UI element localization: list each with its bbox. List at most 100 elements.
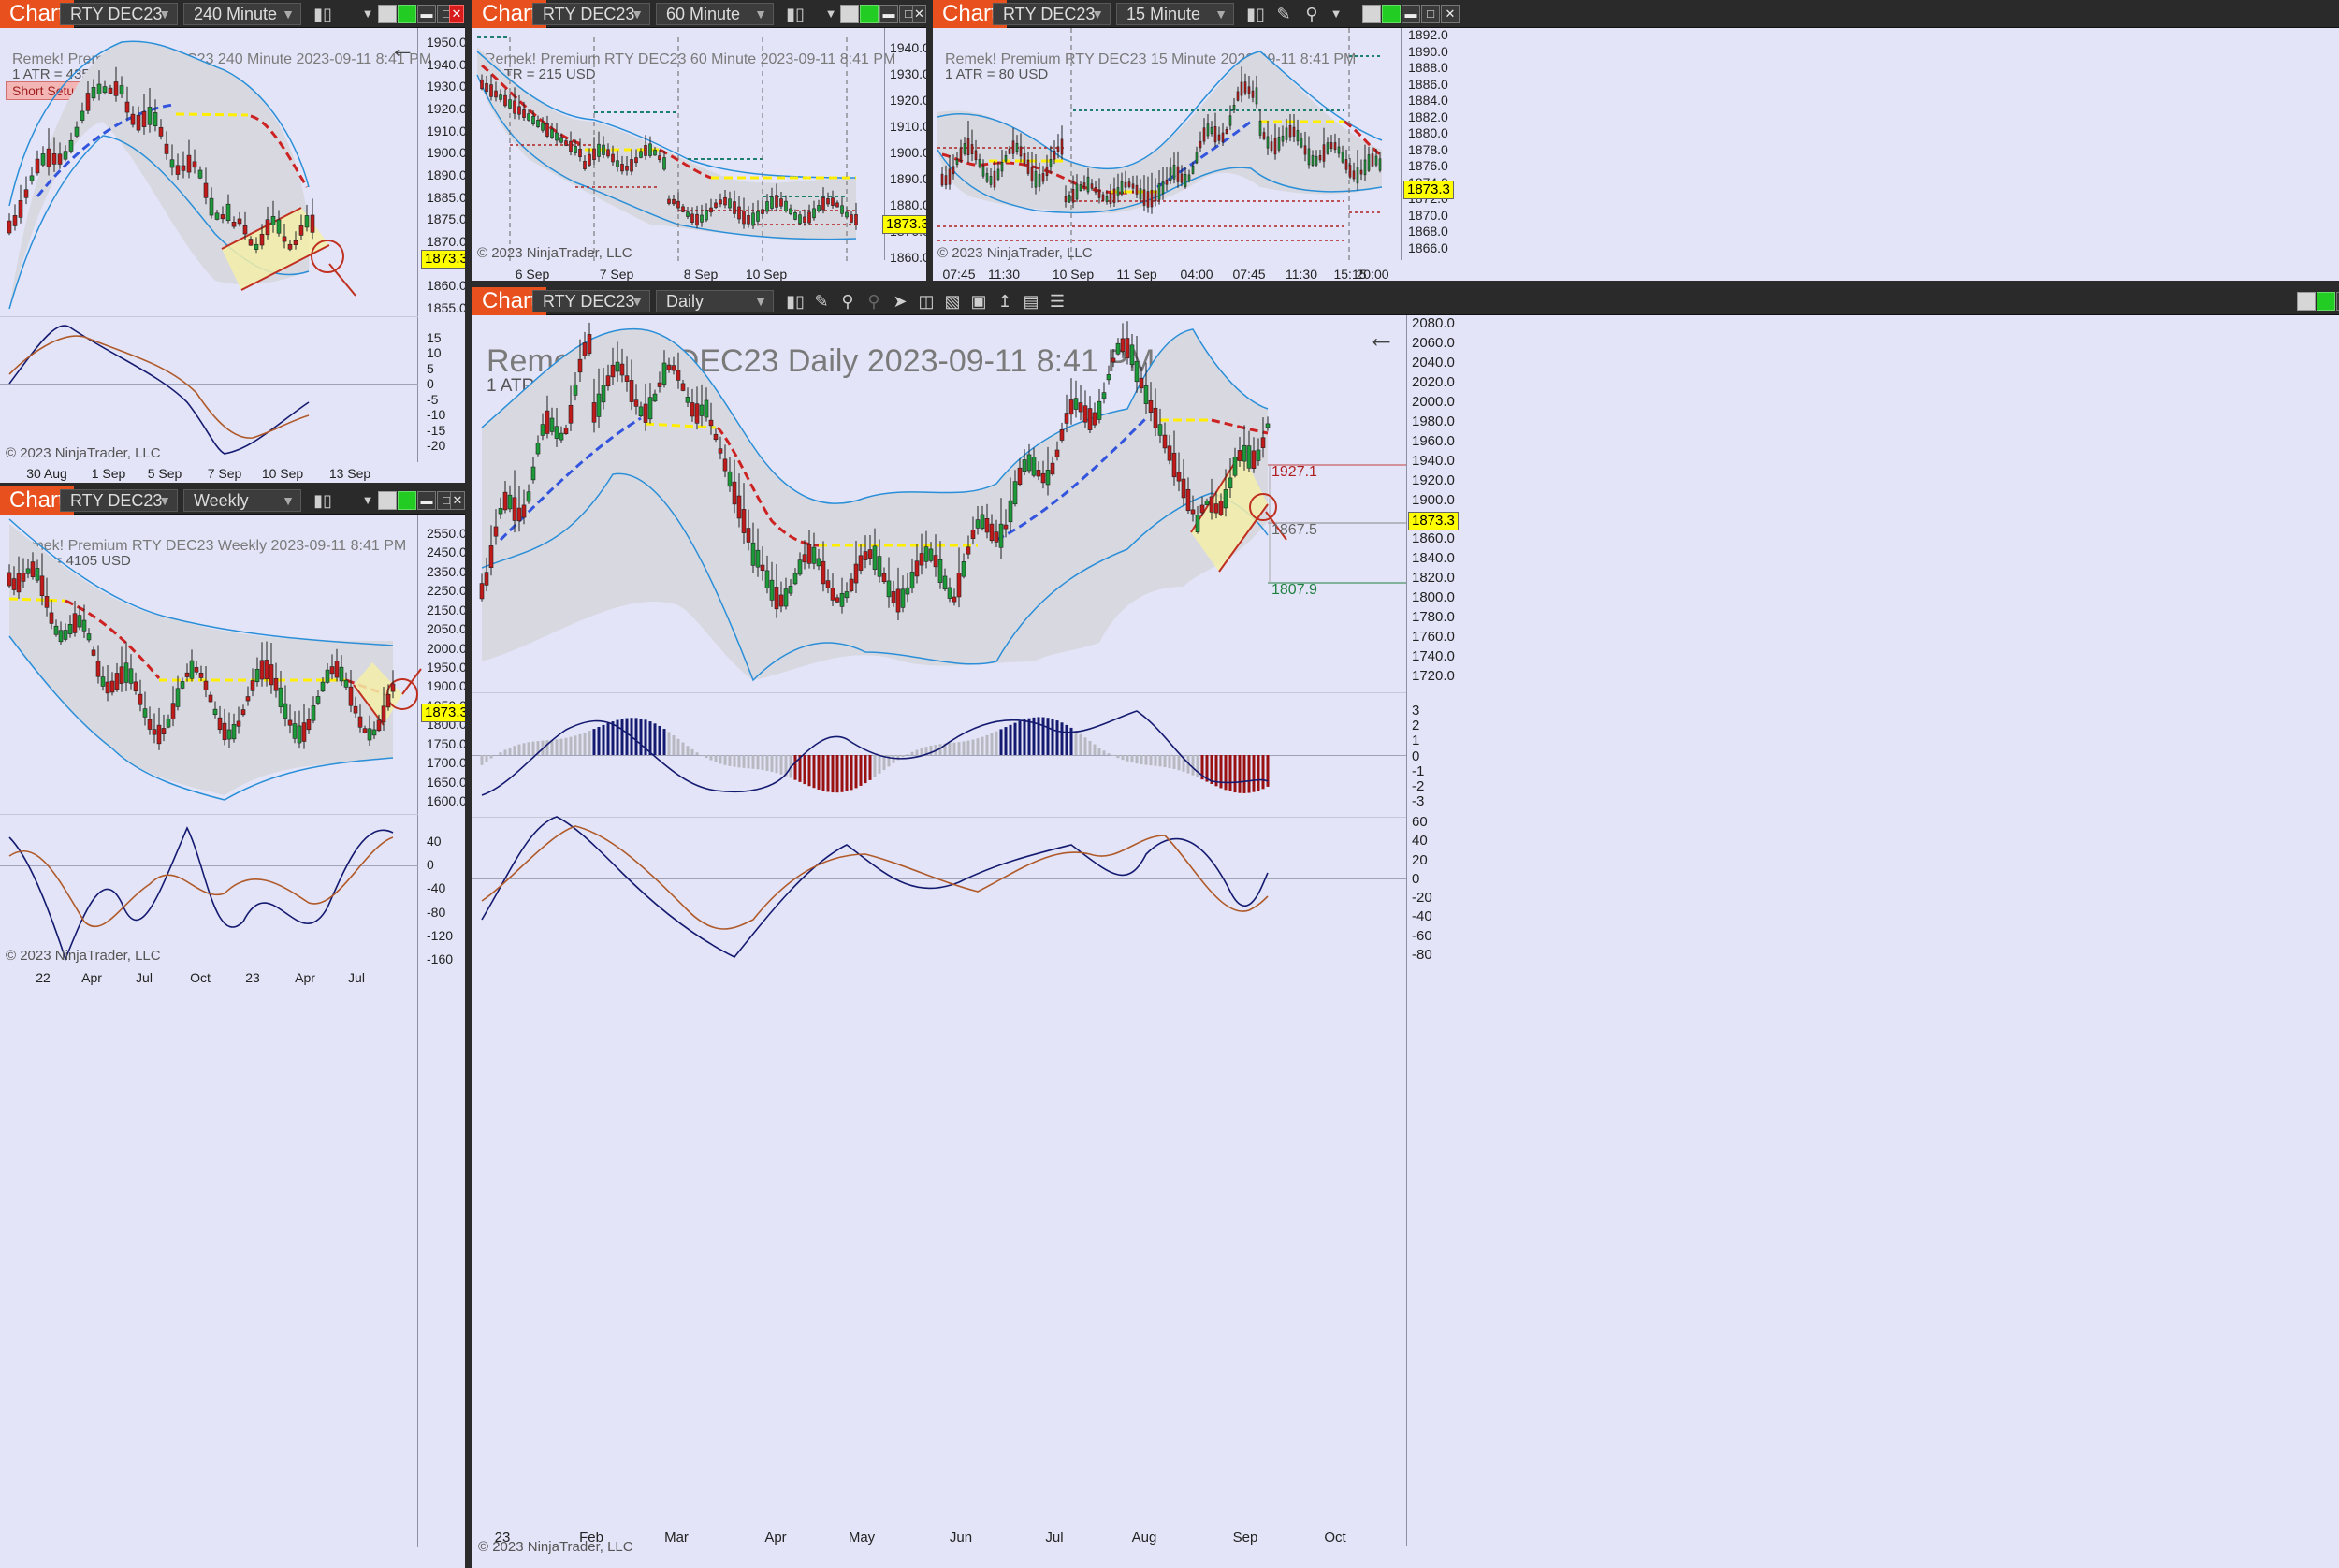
interval-selector[interactable]: Daily ▼: [656, 290, 774, 312]
indicators-icon[interactable]: ▧: [944, 292, 961, 311]
candle-body: [559, 432, 564, 441]
instrument-selector[interactable]: RTY DEC23 ▼: [60, 3, 178, 25]
back-arrow-icon[interactable]: ←: [1366, 320, 1396, 354]
candle-body: [718, 448, 723, 454]
candle-body: [217, 717, 223, 731]
chevron-down-icon[interactable]: ▼: [824, 7, 837, 21]
bar-style-icon[interactable]: ▮▯: [786, 292, 805, 311]
close-button[interactable]: ✕: [450, 491, 465, 510]
chart-pane-240min[interactable]: Chart RTY DEC23 ▼ 240 Minute ▼ ▮▯ ▼ ▬ □ ✕ …: [0, 0, 465, 483]
candle-body: [714, 202, 718, 208]
minimize-button[interactable]: ▬: [879, 5, 898, 23]
instrument-selector[interactable]: RTY DEC23 ▼: [532, 290, 650, 312]
templates-icon[interactable]: ▤: [1023, 292, 1039, 311]
histogram-bar: [873, 755, 877, 777]
candle-body: [240, 709, 246, 716]
instrument-selector[interactable]: RTY DEC23 ▼: [993, 3, 1111, 25]
candle-body: [1341, 151, 1344, 163]
candle-body: [1087, 408, 1093, 430]
close-button[interactable]: ✕: [1441, 5, 1460, 23]
link-color-button[interactable]: [1382, 5, 1401, 23]
chart-pane-60min[interactable]: Chart RTY DEC23 ▼ 60 Minute ▼ ▮▯ ▼ ▬ □ ✕ R…: [472, 0, 926, 281]
instrument-selector[interactable]: RTY DEC23 ▼: [532, 3, 650, 25]
candle-body: [1036, 470, 1041, 477]
candle-body: [784, 200, 788, 212]
axis-tick-label: 1940.0: [1412, 452, 1455, 469]
zoom-icon[interactable]: ⚲: [1305, 5, 1318, 23]
level-lines-red: [510, 144, 856, 225]
candle-body: [545, 123, 549, 137]
candle-body: [113, 81, 119, 96]
chevron-down-icon[interactable]: ▼: [361, 493, 374, 507]
minimize-button[interactable]: ▬: [2336, 292, 2339, 311]
histogram-bar: [644, 719, 647, 755]
chart-trader-icon[interactable]: ↥: [997, 292, 1012, 311]
candle-body: [996, 168, 1000, 180]
draw-tool-icon[interactable]: ✎: [1276, 5, 1291, 23]
axis-tick-label: 1840.0: [1412, 550, 1455, 567]
candle-body: [1187, 174, 1191, 181]
time-tick-label: Oct: [190, 970, 211, 985]
interval-selector[interactable]: Weekly ▼: [183, 489, 301, 512]
back-arrow-icon[interactable]: ←: [389, 34, 415, 63]
window-button-grey[interactable]: [378, 491, 397, 510]
zoom-out-icon[interactable]: ⚲: [867, 292, 880, 311]
axis-tick-label: 1880.0: [1408, 125, 1448, 141]
interval-label: 60 Minute: [666, 5, 741, 23]
histogram-bar: [864, 755, 867, 784]
candle-body: [638, 406, 644, 417]
candle-body: [1303, 145, 1307, 155]
link-color-button[interactable]: [2317, 292, 2335, 311]
window-button-grey[interactable]: [1362, 5, 1381, 23]
candle-body: [198, 673, 204, 678]
interval-selector[interactable]: 60 Minute ▼: [656, 3, 774, 25]
strategies-icon[interactable]: ▣: [970, 292, 987, 311]
candle-body: [989, 523, 995, 542]
candle-body: [306, 719, 312, 731]
instrument-selector[interactable]: RTY DEC23 ▼: [60, 489, 178, 512]
link-color-button[interactable]: [860, 5, 879, 23]
osc-fast-line: [481, 816, 1269, 959]
close-button[interactable]: ✕: [449, 5, 464, 23]
data-box-icon[interactable]: ◫: [918, 292, 935, 311]
draw-tool-icon[interactable]: ✎: [814, 292, 829, 311]
close-button[interactable]: ✕: [912, 5, 926, 23]
maximize-button[interactable]: □: [1421, 5, 1440, 23]
window-button-grey[interactable]: [378, 5, 397, 23]
candle-body: [881, 573, 887, 583]
bar-style-icon[interactable]: ▮▯: [786, 5, 805, 23]
candle-body: [96, 83, 102, 94]
chart-pane-15min[interactable]: Chart RTY DEC23 ▼ 15 Minute ▼ ▮▯ ✎ ⚲ ▼ ▬ □…: [933, 0, 2339, 281]
bar-style-icon[interactable]: ▮▯: [1246, 5, 1265, 23]
chevron-down-icon[interactable]: ▼: [361, 7, 374, 21]
interval-selector[interactable]: 240 Minute ▼: [183, 3, 301, 25]
window-button-grey[interactable]: [840, 5, 859, 23]
candle-body: [792, 573, 798, 585]
pointer-icon[interactable]: ➤: [893, 292, 908, 311]
price-plot: [937, 28, 1383, 262]
histogram-bar: [508, 748, 512, 755]
minimize-button[interactable]: ▬: [417, 491, 436, 510]
candle-body: [273, 677, 279, 691]
candle-body: [909, 572, 915, 589]
link-color-button[interactable]: [398, 491, 416, 510]
histogram-bar: [489, 755, 493, 759]
candle-body: [108, 87, 113, 94]
link-color-button[interactable]: [398, 5, 416, 23]
chart-pane-daily[interactable]: Chart RTY DEC23 ▼ Daily ▼ ▮▯ ✎ ⚲ ⚲ ➤ ◫ ▧ ▣…: [472, 287, 2339, 1568]
bar-style-icon[interactable]: ▮▯: [313, 5, 332, 23]
bar-style-icon[interactable]: ▮▯: [313, 491, 332, 510]
candle-body: [1125, 338, 1130, 359]
zoom-in-icon[interactable]: ⚲: [841, 292, 854, 311]
window-button-grey[interactable]: [2297, 292, 2316, 311]
chart-pane-weekly[interactable]: Chart RTY DEC23 ▼ Weekly ▼ ▮▯ ▼ ▬ □ ✕ Reme…: [0, 486, 465, 1568]
candle-body: [141, 111, 147, 127]
candle-body: [816, 558, 821, 567]
candle-body: [681, 206, 685, 212]
interval-selector[interactable]: 15 Minute ▼: [1116, 3, 1234, 25]
properties-icon[interactable]: ☰: [1049, 292, 1066, 311]
minimize-button[interactable]: ▬: [417, 5, 436, 23]
candle-body: [1307, 148, 1311, 166]
minimize-button[interactable]: ▬: [1402, 5, 1420, 23]
chevron-down-icon[interactable]: ▼: [1329, 7, 1343, 21]
